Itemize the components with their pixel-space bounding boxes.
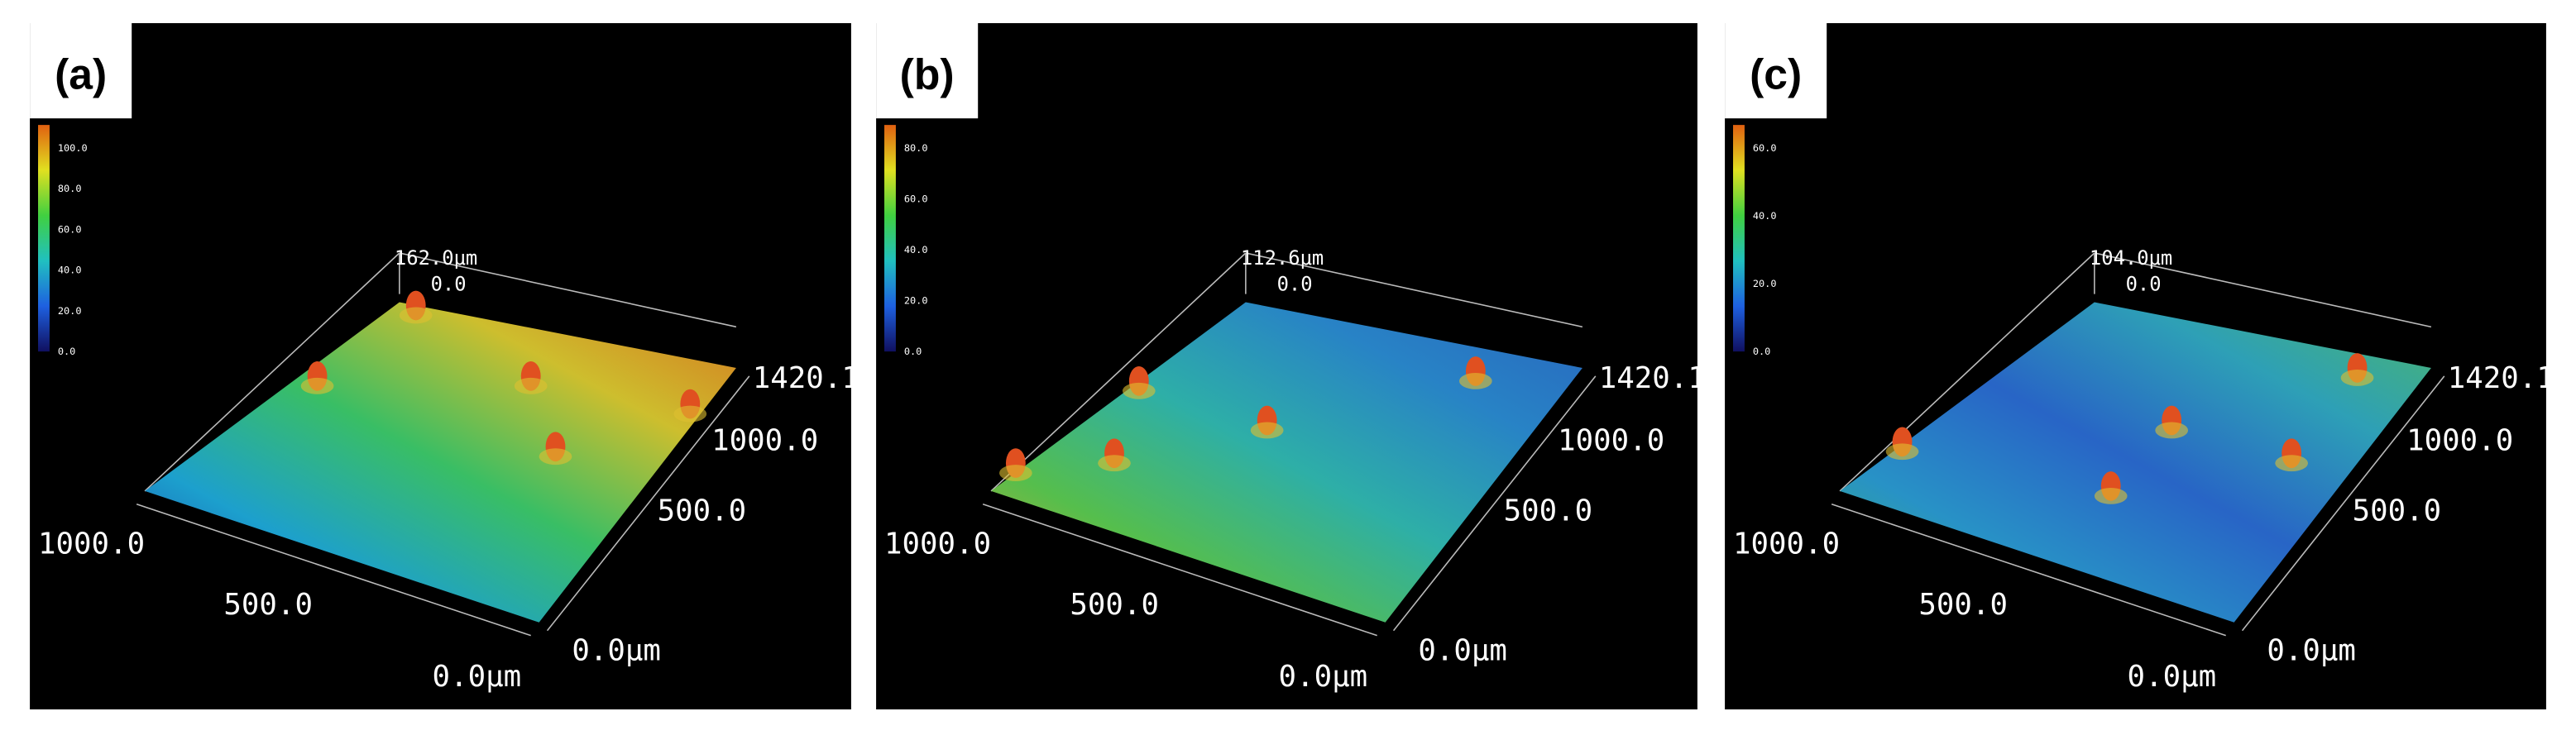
z-zero-label: 0.0 [2126,273,2162,296]
z-max-label: 104.0μm [2090,246,2172,270]
colorbar-label: 60.0 [1753,142,1777,154]
colorbar-label: 20.0 [904,295,928,307]
surface-peak-glow [300,377,334,394]
panel-label: (c) [1750,50,1802,98]
surface-peak-glow [399,307,433,324]
colorbar [38,125,50,352]
axis-line [982,504,1377,637]
y-axis-label: 1000.0 [2406,423,2513,457]
y-axis-label: 1000.0 [1558,423,1664,457]
panel-label: (b) [900,50,955,98]
colorbar-label: 100.0 [58,142,88,154]
colorbar-label: 20.0 [1753,278,1777,289]
z-zero-label: 0.0 [1277,273,1313,296]
axis-line [1392,375,1597,632]
axis-line [1839,252,2095,492]
axis-line [1831,504,2226,637]
x-axis-label: 0.0μm [2128,660,2217,694]
colorbar-label: 0.0 [58,346,76,357]
y-axis-label: 1420.1 [1599,361,1697,395]
colorbar-label: 60.0 [904,193,928,204]
surface-peak-glow [2275,455,2308,472]
x-axis-label: 0.0μm [1279,660,1368,694]
surface-peak-glow [2155,422,2189,439]
colorbar-label: 0.0 [1753,346,1771,357]
y-axis-label: 500.0 [2353,494,2442,528]
y-axis-label: 0.0μm [2267,633,2356,667]
axis-line [136,504,531,637]
surface-peak-glow [514,377,548,394]
colorbar-label: 40.0 [1753,210,1777,222]
surface-peak-glow [1122,382,1156,399]
x-axis-label: 500.0 [1070,588,1159,622]
surface [145,302,736,623]
panel-label-box [1725,23,1827,119]
y-axis-label: 1420.1 [753,361,851,395]
axis-line [144,252,400,492]
y-axis-label: 0.0μm [1418,633,1507,667]
panel-label-box [30,23,132,119]
surface-peak-glow [1458,372,1492,389]
y-axis-label: 500.0 [658,494,747,528]
x-axis-label: 1000.0 [38,527,145,561]
surface-panel: 100.0 80.0 60.0 40.0 20.0 0.0 162.0μm 0.0 1420.1… [30,23,851,709]
colorbar-label: 80.0 [904,142,928,154]
y-axis-label: 0.0μm [572,633,661,667]
axis-line [2241,375,2445,632]
colorbar-label: 80.0 [58,183,82,194]
z-max-label: 112.6μm [1241,246,1324,270]
y-axis-label: 1420.1 [2448,361,2546,395]
axis-line [990,252,1247,492]
z-zero-label: 0.0 [431,273,467,296]
axis-line [1245,252,1583,328]
surface-peak-glow [1885,443,1919,461]
surface-peak-glow [2340,369,2374,386]
x-axis-label: 500.0 [223,588,313,622]
panel-label: (a) [55,50,107,98]
axis-line [546,375,750,632]
surface-peak-glow [2094,487,2128,504]
z-max-label: 162.0μm [395,246,477,270]
panel-label-box [876,23,979,119]
surface-panel: 80.0 60.0 40.0 20.0 0.0 112.6μm 0.0 1420.1 1000.… [876,23,1697,709]
colorbar [884,125,896,352]
colorbar-label: 0.0 [904,346,922,357]
surface [1840,302,2431,623]
surface-peak-glow [999,465,1032,481]
y-axis-label: 1000.0 [711,423,818,457]
colorbar-label: 40.0 [58,265,82,276]
colorbar-label: 60.0 [58,223,82,235]
axis-line [399,252,737,328]
surface-peak-glow [1250,422,1284,439]
colorbar-label: 20.0 [58,305,82,317]
surface-peak-glow [1098,455,1131,472]
colorbar [1733,125,1745,352]
surface-panel: 60.0 40.0 20.0 0.0 104.0μm 0.0 1420.1 1000.0 500… [1725,23,2546,709]
x-axis-label: 0.0μm [433,660,522,694]
x-axis-label: 1000.0 [884,527,991,561]
x-axis-label: 1000.0 [1733,527,1840,561]
axis-line [2094,252,2432,328]
surface-peak-glow [673,405,707,423]
colorbar-label: 40.0 [904,244,928,255]
x-axis-label: 500.0 [1918,588,2008,622]
surface-peak-glow [539,448,572,465]
y-axis-label: 500.0 [1504,494,1593,528]
